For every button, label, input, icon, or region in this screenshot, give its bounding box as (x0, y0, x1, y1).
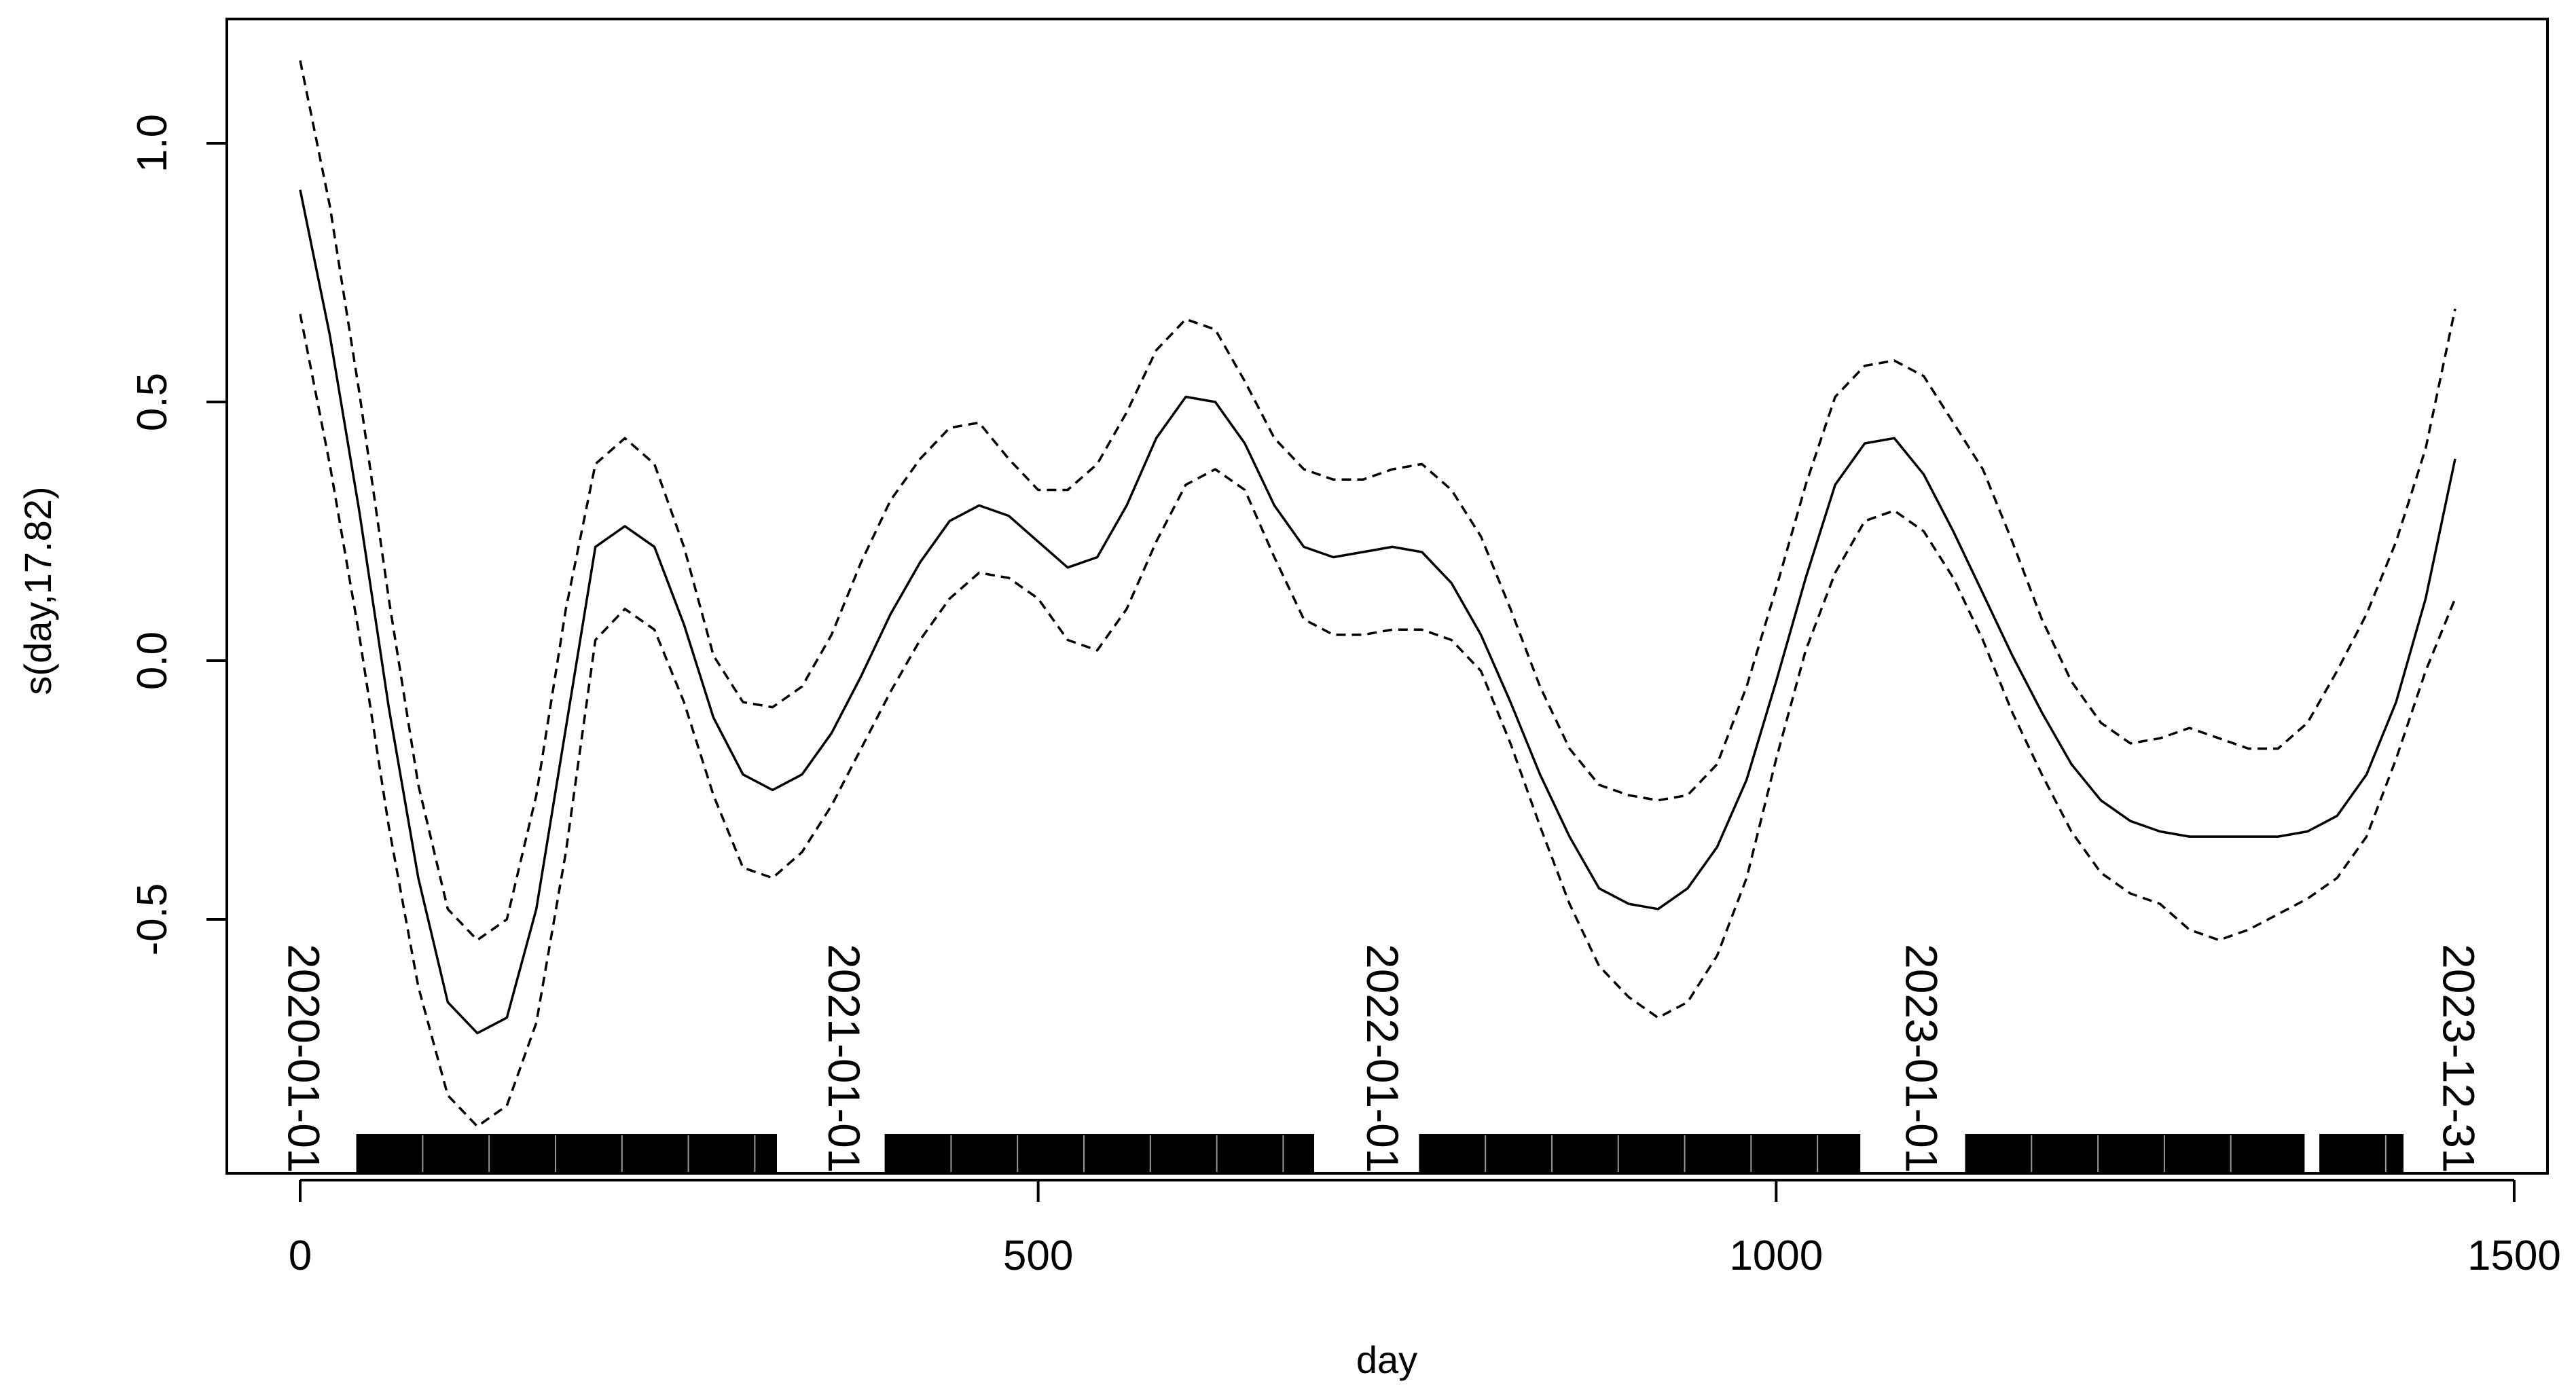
x-axis-label: day (1356, 1338, 1417, 1381)
y-tick-label-1: 0.0 (129, 631, 176, 690)
x-tick-label-1000: 1000 (1729, 1232, 1823, 1279)
rug-segment-2 (884, 1134, 1314, 1173)
date-label-2: 2021-01-01 (819, 944, 869, 1173)
date-label-4: 2023-01-01 (1896, 944, 1946, 1173)
x-axis: 0 500 1000 1500 (289, 1179, 2561, 1279)
x-tick-label-0: 0 (289, 1232, 312, 1279)
date-label-5: 2023-12-31 (2434, 944, 2484, 1173)
rug-segment-1 (356, 1134, 777, 1173)
rug-layer (356, 1134, 2403, 1173)
lower-ci-line (299, 314, 2456, 1128)
date-annotations: 2020-01-01 2021-01-01 2022-01-01 2023-01-01… (279, 944, 2484, 1173)
y-axis: -0.5 0.0 0.5 1.0 (129, 114, 227, 956)
y-tick-label-2: 0.5 (129, 373, 176, 431)
x-tick-label-500: 500 (1003, 1232, 1073, 1279)
date-label-3: 2022-01-01 (1358, 944, 1408, 1173)
y-tick-label-3: 1.0 (129, 114, 176, 172)
date-label-1: 2020-01-01 (279, 944, 329, 1173)
rug-segment-5 (2319, 1134, 2403, 1173)
y-axis-label: s(day,17.82) (16, 486, 59, 695)
y-tick-label-0: -0.5 (129, 883, 176, 956)
upper-ci-line (299, 60, 2456, 942)
x-tick-label-1500: 1500 (2467, 1232, 2561, 1279)
smooth-estimate-line (299, 189, 2456, 1035)
rug-segment-4 (1965, 1134, 2305, 1173)
plot-frame (225, 18, 2549, 1175)
series-layer (299, 60, 2456, 1128)
rug-segment-3 (1419, 1134, 1861, 1173)
